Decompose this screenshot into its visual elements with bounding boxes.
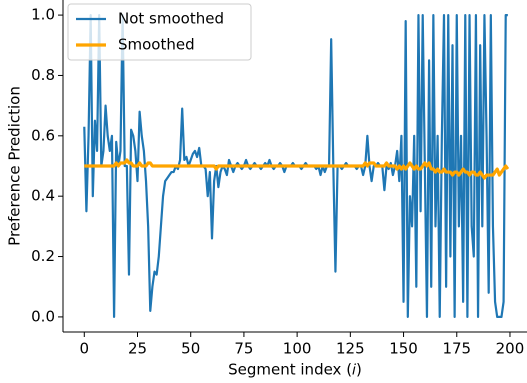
x-tick-label: 100	[283, 340, 312, 358]
y-tick-label: 0.2	[31, 247, 55, 265]
legend: Not smoothed Smoothed	[67, 3, 252, 61]
y-tick-label: 0.0	[31, 307, 55, 325]
x-tick-label: 175	[442, 340, 471, 358]
y-tick-label: 0.4	[31, 187, 55, 205]
y-tick-label: 0.6	[31, 126, 55, 144]
x-tick-label: 50	[181, 340, 200, 358]
y-tick-label: 1.0	[31, 6, 55, 24]
y-tick-label: 0.8	[31, 66, 55, 84]
x-tick-label: 0	[80, 340, 90, 358]
x-tick-label: 125	[336, 340, 365, 358]
x-tick-label: 25	[128, 340, 147, 358]
x-tick-label: 200	[496, 340, 525, 358]
y-axis-label: Preference Prediction	[6, 86, 24, 246]
x-tick-label: 150	[389, 340, 418, 358]
x-axis-label: Segment index (𝑖)	[228, 361, 362, 379]
line	[84, 158, 510, 180]
x-tick-label: 75	[234, 340, 253, 358]
legend-label: Smoothed	[118, 36, 195, 54]
legend-label: Not smoothed	[118, 10, 224, 28]
legend-box	[67, 3, 252, 61]
